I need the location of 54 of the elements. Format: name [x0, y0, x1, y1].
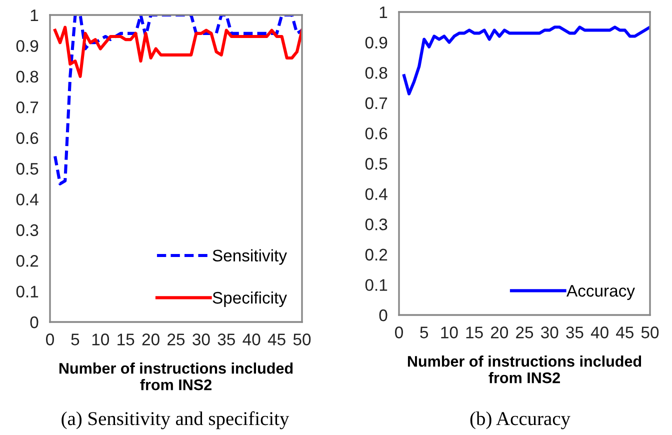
y-tick-label: 0.6 — [365, 128, 388, 140]
x-tick-label: 10 — [441, 326, 458, 338]
x-axis-title: Number of instructions included from INS2 — [59, 362, 293, 390]
x-tick-label: 30 — [540, 326, 558, 338]
x-axis-title: Number of instructions included from INS2 — [408, 356, 642, 384]
y-tick-label: 0.2 — [365, 248, 388, 261]
line-series — [54, 15, 302, 186]
y-tick-label: 0.4 — [365, 188, 388, 200]
x-tick-label: 15 — [466, 326, 483, 338]
x-tick-label: 0 — [46, 334, 54, 346]
x-tick-label: 50 — [293, 334, 311, 346]
x-tick-label: 25 — [168, 334, 185, 346]
y-tick-label: 0.5 — [16, 162, 38, 175]
x-tick-label: 35 — [566, 326, 584, 338]
y-tick-label: 0 — [30, 316, 38, 328]
y-tick-label: 0.9 — [365, 36, 388, 49]
x-tick-label: 45 — [268, 334, 286, 346]
text: (b) Accuracy — [470, 412, 570, 430]
line-series — [54, 26, 302, 78]
x-tick-label: 10 — [92, 334, 110, 346]
x-tick-label: 25 — [516, 326, 534, 338]
y-tick-label: 0.3 — [365, 218, 388, 230]
legend-label: Sensitivity — [212, 249, 287, 265]
y-tick-label: 0.7 — [16, 102, 38, 114]
x-tick-label: 40 — [242, 334, 260, 346]
x-tick-label: 5 — [71, 334, 80, 346]
x-tick-label: 40 — [590, 326, 608, 338]
legend-label: Accuracy — [566, 285, 635, 300]
x-tick-label: 35 — [218, 334, 235, 346]
y-tick-label: 0.6 — [16, 132, 38, 144]
x-tick-label: 15 — [118, 334, 134, 346]
y-tick-label: 0.7 — [365, 97, 388, 110]
line-series — [402, 26, 650, 96]
x-tick-label: 20 — [142, 334, 160, 346]
legend-label: Specificity — [212, 291, 287, 307]
y-tick-label: 0.5 — [365, 158, 388, 170]
y-tick-label: 0.1 — [16, 286, 38, 298]
x-tick-label: 20 — [490, 326, 508, 338]
y-tick-label: 0 — [379, 309, 388, 322]
x-tick-label: 30 — [192, 334, 210, 346]
y-tick-label: 1 — [30, 10, 38, 22]
text: (a) Sensitivity and specificity — [62, 411, 290, 430]
x-tick-label: 0 — [395, 326, 403, 338]
y-tick-label: 0.4 — [16, 194, 38, 206]
y-tick-label: 1 — [380, 6, 388, 18]
y-tick-label: 0.8 — [365, 67, 388, 79]
y-tick-label: 0.3 — [16, 224, 38, 236]
y-tick-label: 0.8 — [16, 70, 38, 83]
x-tick-label: 5 — [420, 326, 428, 338]
y-tick-label: 0.1 — [365, 279, 388, 291]
x-tick-label: 45 — [616, 326, 634, 338]
y-tick-label: 0.9 — [16, 40, 38, 52]
x-tick-label: 50 — [641, 326, 659, 338]
y-tick-label: 0.2 — [16, 255, 38, 267]
